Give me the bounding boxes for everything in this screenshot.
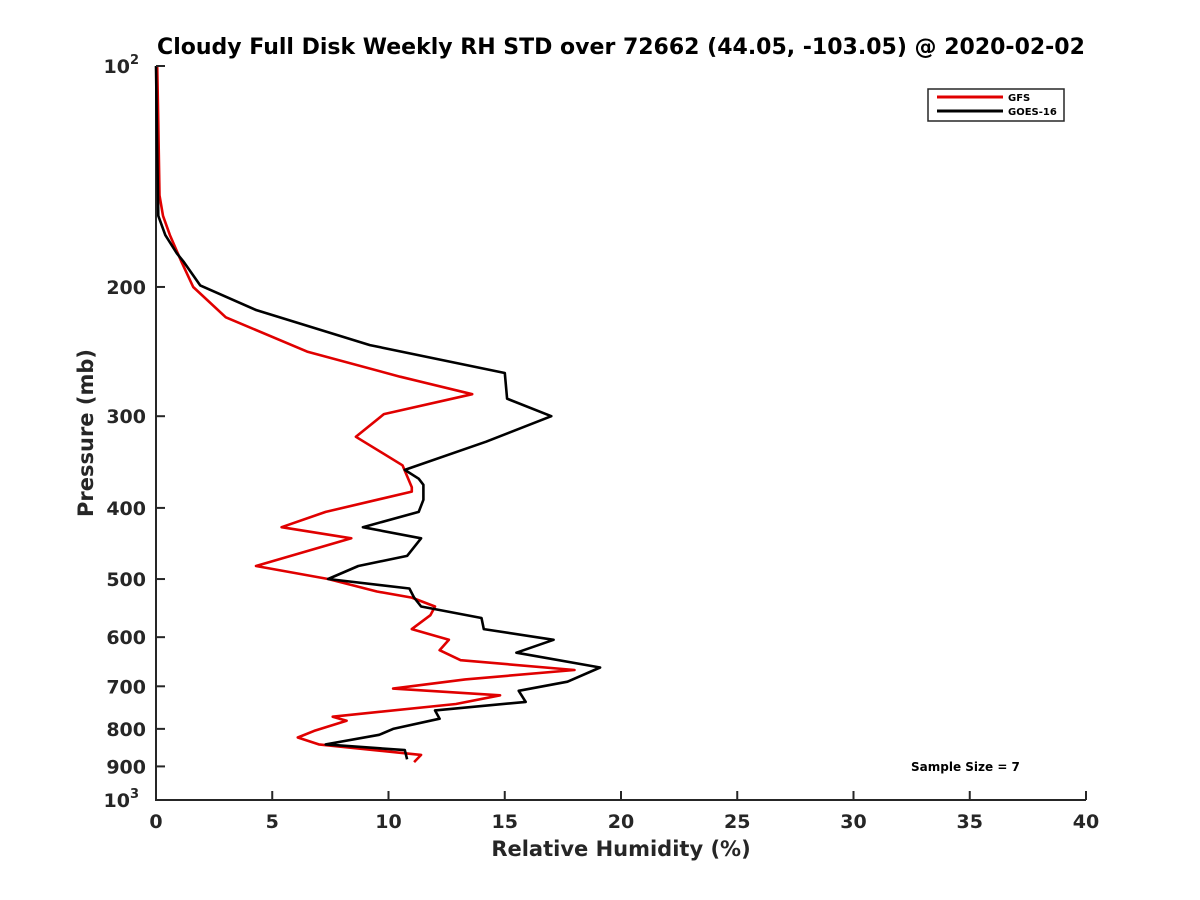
x-tick-label: 25 [724,811,750,833]
y-tick-label: 300 [106,406,146,428]
y-tick-label: 400 [106,498,146,520]
y-tick-label: 800 [106,719,146,741]
y-tick-label: 500 [106,569,146,591]
axis-lines [155,66,1086,801]
y-tick-label: 102 [104,53,140,78]
x-axis-label: Relative Humidity (%) [491,837,750,861]
sample-size-annotation: Sample Size = 7 [911,760,1020,774]
x-tick-label: 15 [492,811,518,833]
y-tick-label: 900 [106,756,146,778]
legend-label-goes16: GOES-16 [1008,107,1057,118]
x-axis-ticks: 0 5 10 15 20 25 30 35 40 [149,791,1099,833]
y-tick-label: 600 [106,627,146,649]
y-tick-label: 103 [104,787,140,812]
y-tick-label: 200 [106,277,146,299]
x-tick-label: 5 [266,811,279,833]
plot-area [155,66,1086,801]
series-line-gfs [155,65,576,764]
chart-title: Cloudy Full Disk Weekly RH STD over 7266… [157,35,1085,60]
x-tick-label: 35 [957,811,983,833]
x-tick-label: 10 [375,811,401,833]
y-tick-label: 700 [106,676,146,698]
y-axis-ticks: 102 200 300 400 500 600 700 800 900 103 [104,53,165,812]
x-tick-label: 40 [1073,811,1099,833]
series-layer [154,65,602,764]
legend-label-gfs: GFS [1008,93,1030,104]
legend-box [927,88,1065,122]
y-axis-label: Pressure (mb) [74,349,98,517]
x-tick-label: 20 [608,811,634,833]
x-tick-label: 0 [149,811,162,833]
x-tick-label: 30 [840,811,866,833]
legend: GFS GOES-16 [927,88,1065,122]
series-line-goes16 [154,65,602,760]
